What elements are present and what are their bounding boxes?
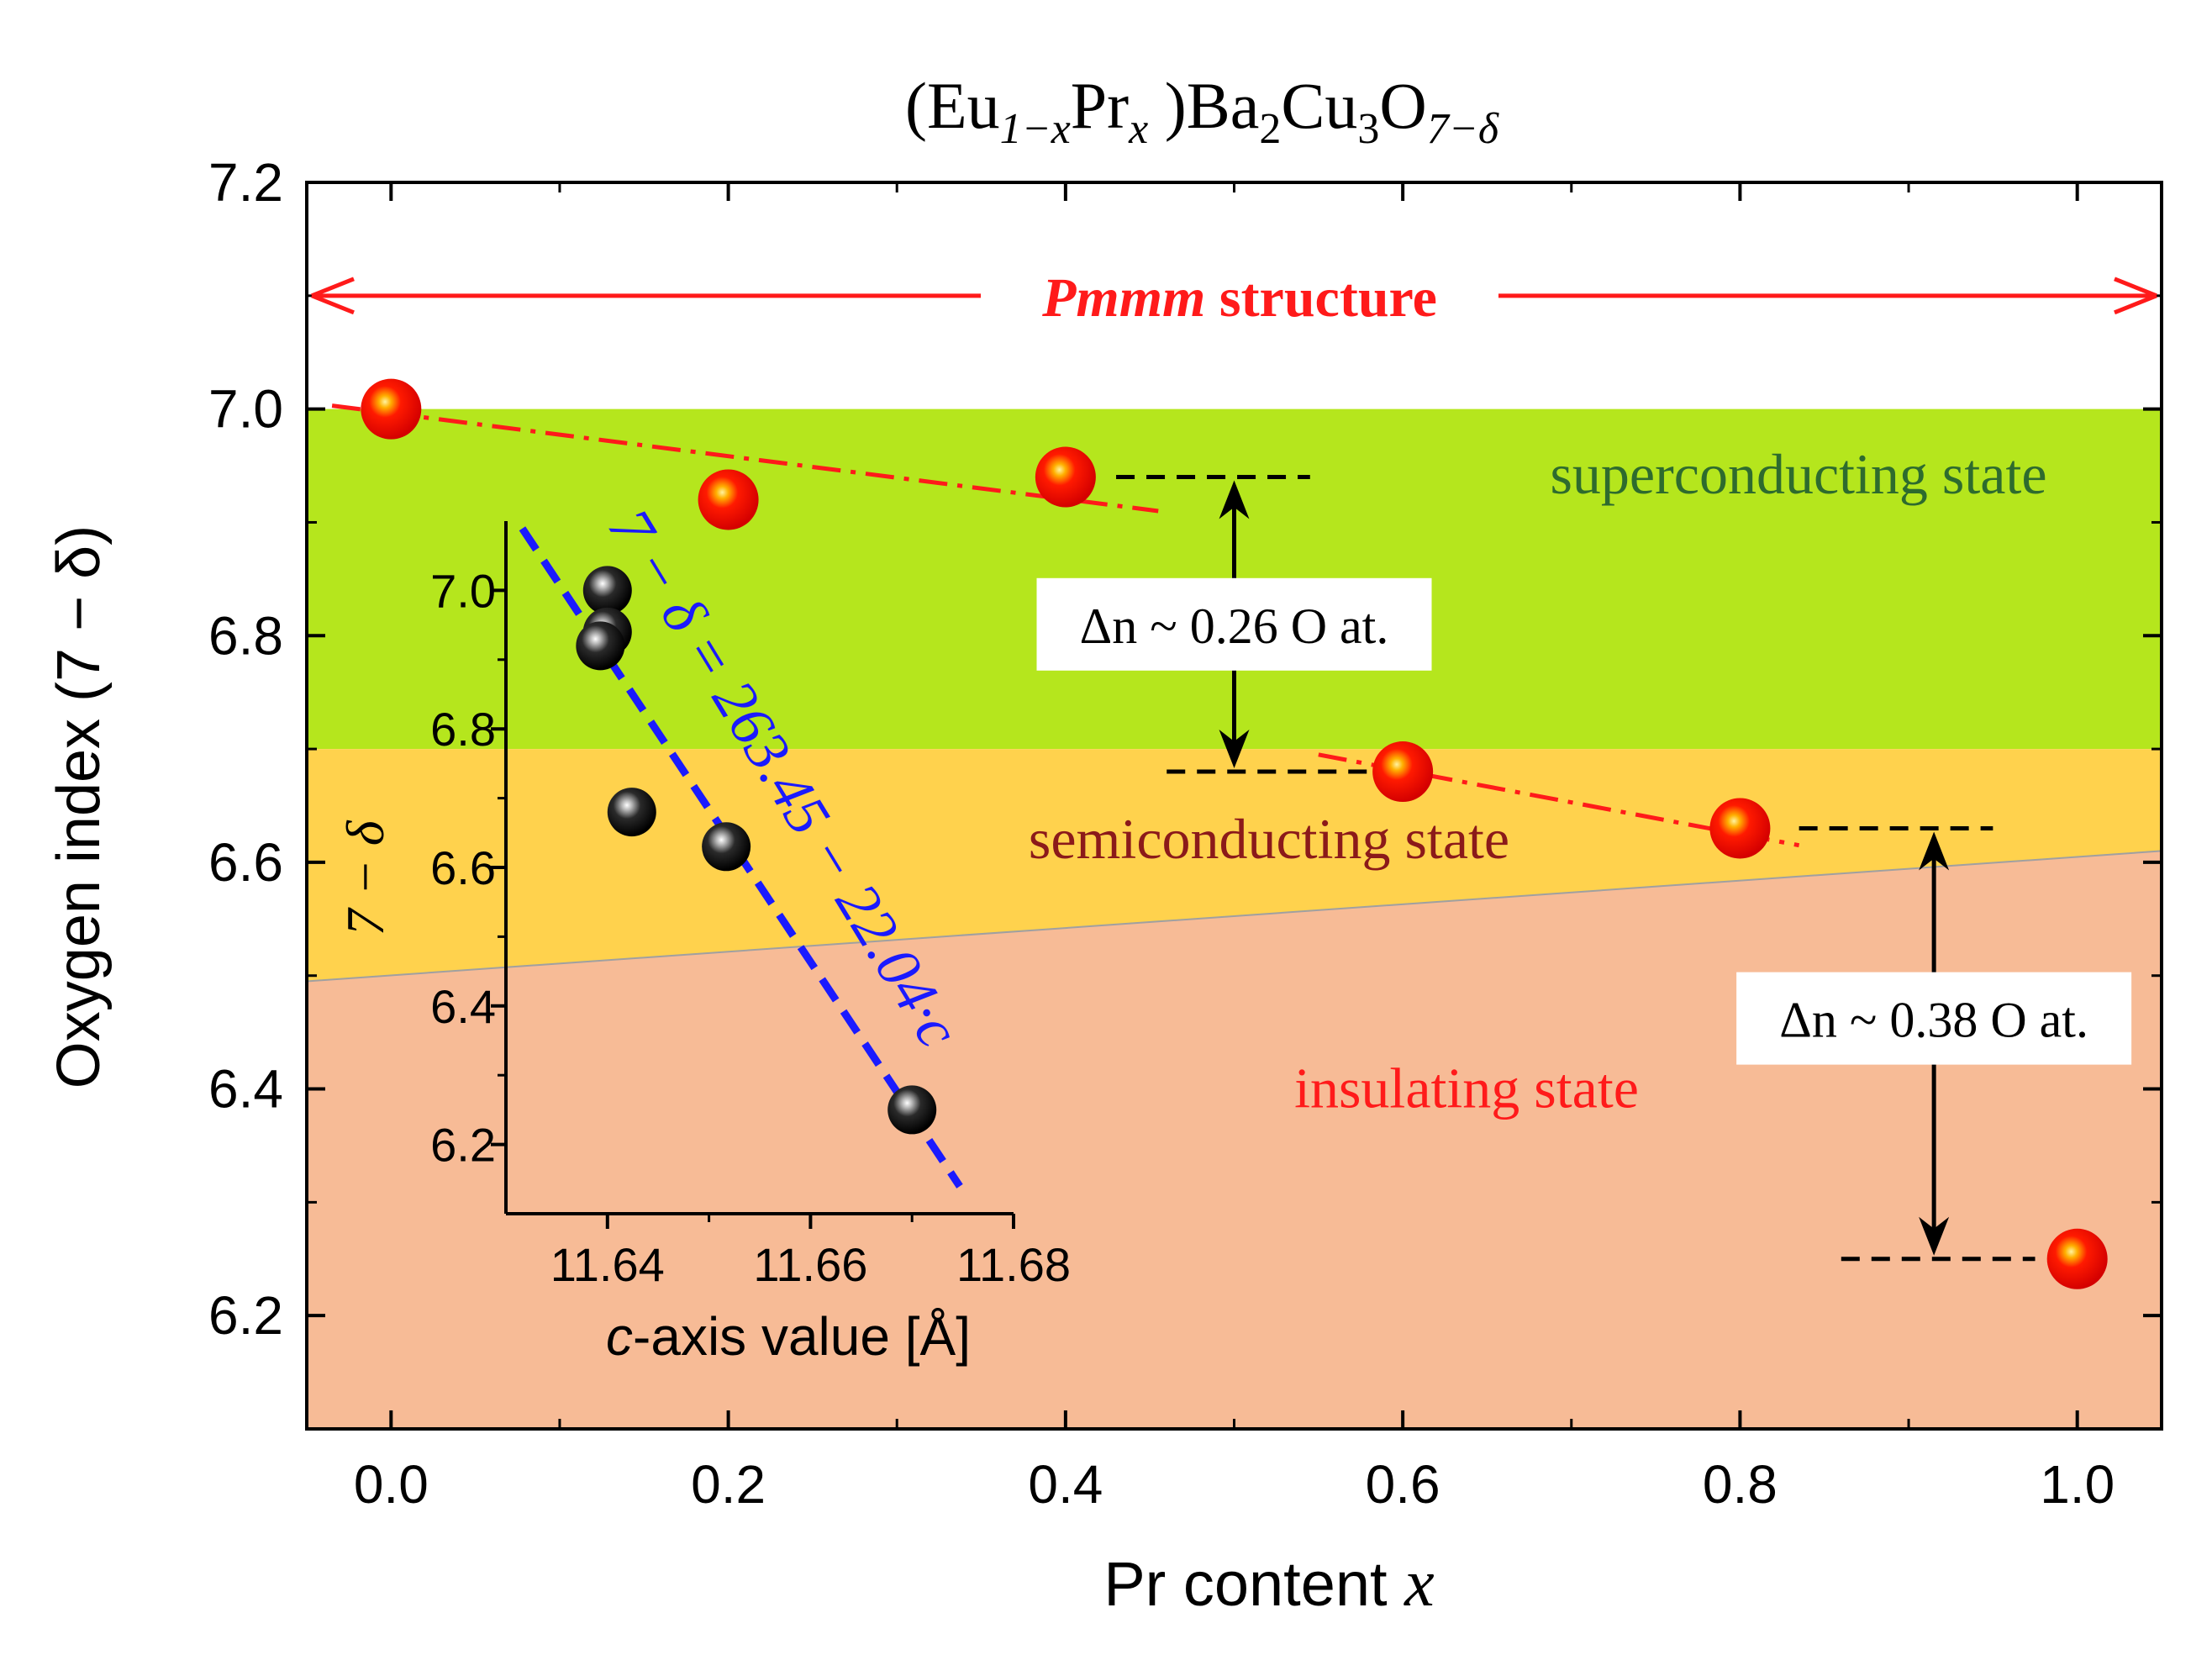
inset-x-tick-label-11-66: 11.66 [753,1238,867,1291]
x-tick-label-0-8: 0.8 [1703,1454,1778,1515]
inset-y-tick-label-6-2: 6.2 [430,1119,496,1172]
inset-data-point-6 [887,1085,937,1135]
delta-label-2: Δn ~ 0.38 O at. [1779,993,2088,1048]
delta-label-1: Δn ~ 0.26 O at. [1080,598,1389,654]
y-tick-label-7-0: 7.0 [208,379,283,440]
y-tick-label-6-4: 6.4 [208,1059,283,1120]
region-label-insulating-state: insulating state [1294,1057,1639,1120]
main-data-points [361,378,2108,1289]
inset-data-points [576,566,937,1135]
inset-data-point-5 [702,822,751,872]
dashed-reference-lines [1116,475,2036,1262]
delta-label-box-2 [1736,972,2132,1065]
data-point-2 [698,469,759,530]
x-tick-label-0-2: 0.2 [691,1454,766,1515]
data-point-3 [1035,446,1096,508]
x-tick-label-0-0: 0.0 [354,1454,429,1515]
delta-arrowhead-bottom-1 [1219,730,1250,769]
inset-x-tick-label-11-68: 11.68 [956,1238,1071,1291]
inset-y-axis-label: 7 − δ [335,820,395,936]
inset-data-point-3 [576,621,625,671]
main-axis-ticks: 0.0 0.2 0.4 0.6 0.8 1.0 6.2 6.4 6.6 6.8 7.0 7.2 [208,152,2162,1515]
delta-arrowhead-bottom-2 [1919,1216,1950,1256]
x-axis-label: Pr content x [1103,1547,1434,1621]
structure-annotation: Pmmm structure [311,267,2157,329]
fit-line-1 [331,403,1159,514]
structure-arrowhead-left [311,277,355,315]
delta-arrowhead-top-1 [1219,480,1250,519]
structure-label-rest: structure [1205,267,1437,329]
x-tick-label-1-0: 1.0 [2040,1454,2115,1515]
inset-x-tick-label-11-64: 11.64 [550,1238,665,1291]
y-tick-label-6-8: 6.8 [208,605,283,666]
structure-label: Pmmm structure [1041,267,1437,329]
data-point-1 [361,378,422,440]
inset-y-tick-label-7-0: 7.0 [430,564,496,617]
inset-axes: 11.64 11.66 11.68 6.2 6.4 6.6 6.8 7.0 [430,521,1071,1291]
x-tick-label-0-6: 0.6 [1366,1454,1440,1515]
chart-title: (Eu1−xPrx )Ba2Cu3O7−δ [905,69,1499,153]
region-boundary-line [307,850,2162,983]
y-tick-label-6-6: 6.6 [208,832,283,893]
inset-data-point-4 [607,788,656,837]
y-tick-label-6-2: 6.2 [208,1285,283,1346]
inset-x-axis-label: c-axis value [Å] [606,1306,971,1367]
y-axis-label: Oxygen index (7 − δ) [45,525,113,1088]
inset-y-tick-label-6-4: 6.4 [430,980,496,1033]
structure-label-italic: Pmmm [1041,267,1205,329]
inset-y-tick-label-6-8: 6.8 [430,703,496,756]
region-insulating-state [307,851,2162,1429]
inset-fit-dashed-line [513,521,963,1189]
delta-label-box-1 [1036,577,1432,671]
plot-frame [305,181,2163,1431]
data-point-5 [1709,798,1771,859]
inset-data-point-1 [582,566,632,615]
data-point-6 [2046,1228,2108,1289]
data-point-4 [1372,741,1434,803]
inset-fit-line [513,521,963,1189]
region-semiconducting-state [307,749,2162,982]
x-tick-label-0-4: 0.4 [1028,1454,1103,1515]
structure-arrowhead-right [2114,277,2157,315]
inset-y-tick-label-6-6: 6.6 [430,841,496,894]
region-label-semiconducting-state: semiconducting state [1029,807,1509,871]
state-regions [307,408,2162,1429]
region-label-superconducting-state: superconducting state [1550,442,2046,506]
y-tick-label-7-2: 7.2 [208,152,283,213]
delta-annotations: Δn ~ 0.26 O at. Δn ~ 0.38 O at. [1036,480,2132,1256]
region-labels: superconducting state semiconducting stat… [1029,442,2047,1120]
delta-arrowhead-top-2 [1919,831,1950,871]
